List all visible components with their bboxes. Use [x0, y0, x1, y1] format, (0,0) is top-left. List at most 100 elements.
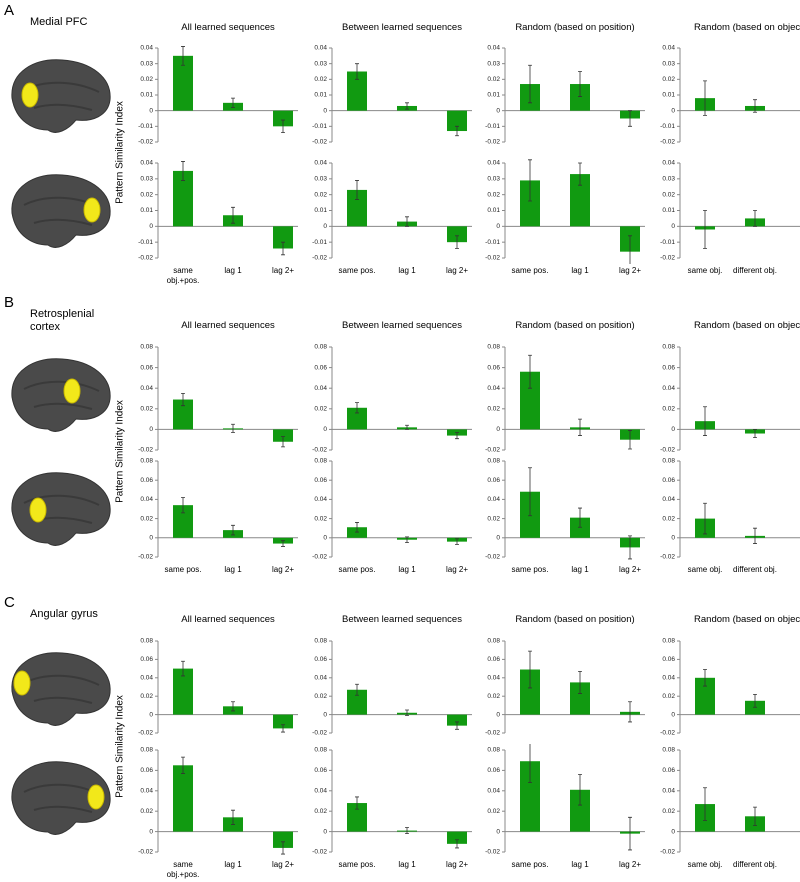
bar — [570, 789, 590, 832]
bar — [347, 803, 367, 832]
x-tick-label: same obj. — [687, 565, 723, 574]
chart: -0.02 0 0.02 0.04 0.06 0.08 — [312, 458, 472, 561]
error-bar — [355, 796, 359, 810]
brain-image — [11, 472, 111, 546]
error-bar — [181, 497, 185, 514]
y-tick-label: -0.01 — [485, 239, 500, 246]
x-tick-label: different obj. — [733, 266, 777, 275]
y-tick-label: 0 — [149, 107, 153, 114]
x-tick-label: same pos. — [338, 565, 376, 574]
y-tick-label: 0.06 — [662, 364, 675, 371]
y-tick-label: 0 — [496, 107, 500, 114]
x-tick-label: different obj. — [733, 860, 777, 869]
error-bar — [753, 99, 757, 113]
y-tick-label: 0.02 — [487, 515, 500, 522]
y-tick-label: 0.06 — [662, 477, 675, 484]
brain — [11, 59, 111, 133]
error-bar — [355, 522, 359, 533]
y-tick-label: 0.03 — [662, 176, 675, 183]
bar — [347, 71, 367, 111]
y-tick-label: 0.03 — [314, 60, 327, 67]
y-tick-label: 0.02 — [140, 693, 153, 700]
error-bar — [753, 693, 757, 708]
y-tick-label: 0.02 — [314, 808, 327, 815]
y-tick-label: 0.08 — [314, 458, 327, 465]
bar — [273, 226, 293, 249]
error-bar — [455, 721, 459, 730]
y-tick-label: 0.08 — [487, 344, 500, 351]
y-tick-label: 0.02 — [314, 515, 327, 522]
y-tick-label: 0.02 — [314, 191, 327, 198]
y-tick-label: 0.02 — [487, 406, 500, 413]
y-tick-label: 0 — [671, 828, 675, 835]
y-tick-label: 0.08 — [314, 638, 327, 645]
chart: -0.02 0 0.02 0.04 0.06 0.08 — [485, 744, 645, 856]
column-title: All learned sequences — [181, 614, 275, 625]
chart: -0.02 0 0.02 0.04 0.06 0.08 — [138, 344, 298, 454]
error-bar — [528, 354, 532, 389]
x-tick-label: same obj.+pos. — [166, 860, 200, 879]
y-tick-label: -0.01 — [138, 239, 153, 246]
bar — [173, 765, 193, 832]
highlight — [13, 670, 31, 696]
y-tick-label: 0.04 — [314, 160, 327, 167]
x-tick-label: same pos. — [338, 266, 376, 275]
y-tick-label: -0.02 — [138, 730, 153, 737]
y-tick-label: 0.02 — [314, 406, 327, 413]
chart: -0.02 0 0.02 0.04 0.06 0.08 — [660, 638, 800, 737]
y-tick-label: 0.06 — [314, 656, 327, 663]
x-tick-label: same pos. — [164, 565, 202, 574]
y-tick-label: 0.04 — [487, 385, 500, 392]
error-bar — [181, 46, 185, 66]
highlight — [63, 378, 81, 404]
y-tick-label: 0.04 — [314, 496, 327, 503]
highlight — [83, 197, 101, 223]
y-tick-label: 0.04 — [314, 675, 327, 682]
x-tick-label: same pos. — [511, 266, 549, 275]
y-tick-label: -0.02 — [312, 139, 327, 146]
column-title: Random (based on position) — [515, 320, 635, 331]
y-tick-label: 0 — [323, 828, 327, 835]
y-tick-label: -0.01 — [485, 123, 500, 130]
bar — [347, 407, 367, 430]
y-tick-label: 0.08 — [314, 344, 327, 351]
y-tick-label: 0.02 — [662, 693, 675, 700]
region-name: Retrosplenial cortex — [30, 308, 95, 333]
y-tick-label: 0.02 — [140, 76, 153, 83]
bar — [347, 189, 367, 227]
column-title: Between learned sequences — [342, 614, 462, 625]
error-bar — [355, 402, 359, 414]
error-bar — [753, 527, 757, 544]
chart: -0.02 0 0.02 0.04 0.06 0.08 — [312, 638, 472, 737]
y-tick-label: 0.04 — [662, 160, 675, 167]
y-tick-label: 0.06 — [140, 477, 153, 484]
y-tick-label: -0.01 — [660, 239, 675, 246]
region-name: Medial PFC — [30, 16, 88, 28]
chart: -0.02 -0.01 0 0.01 0.02 0.03 0.04 — [138, 160, 298, 262]
bar — [447, 831, 467, 844]
y-tick-label: -0.02 — [660, 849, 675, 856]
error-bar — [405, 424, 409, 430]
chart: -0.02 -0.01 0 0.01 0.02 0.03 0.04 — [138, 45, 298, 146]
y-axis-label: Pattern Similarity Index — [114, 101, 126, 204]
chart: -0.02 -0.01 0 0.01 0.02 0.03 0.04 — [312, 45, 472, 146]
brain-fold — [23, 380, 100, 410]
bar — [520, 669, 540, 715]
bar — [695, 677, 715, 715]
y-tick-label: 0.03 — [140, 176, 153, 183]
brain — [11, 652, 111, 726]
highlight — [29, 497, 47, 523]
column-title: Random (based on position) — [515, 22, 635, 33]
error-bar — [628, 816, 632, 851]
y-tick-label: 0.04 — [662, 788, 675, 795]
error-bar — [628, 535, 632, 560]
x-tick-label: same pos. — [511, 565, 549, 574]
y-tick-label: 0.06 — [314, 767, 327, 774]
error-bar — [528, 650, 532, 689]
brain — [11, 472, 111, 546]
y-tick-label: 0.04 — [487, 675, 500, 682]
y-tick-label: -0.02 — [660, 255, 675, 262]
y-tick-label: 0.01 — [140, 92, 153, 99]
y-tick-label: 0.04 — [140, 160, 153, 167]
x-tick-label: lag 1 — [398, 860, 416, 869]
